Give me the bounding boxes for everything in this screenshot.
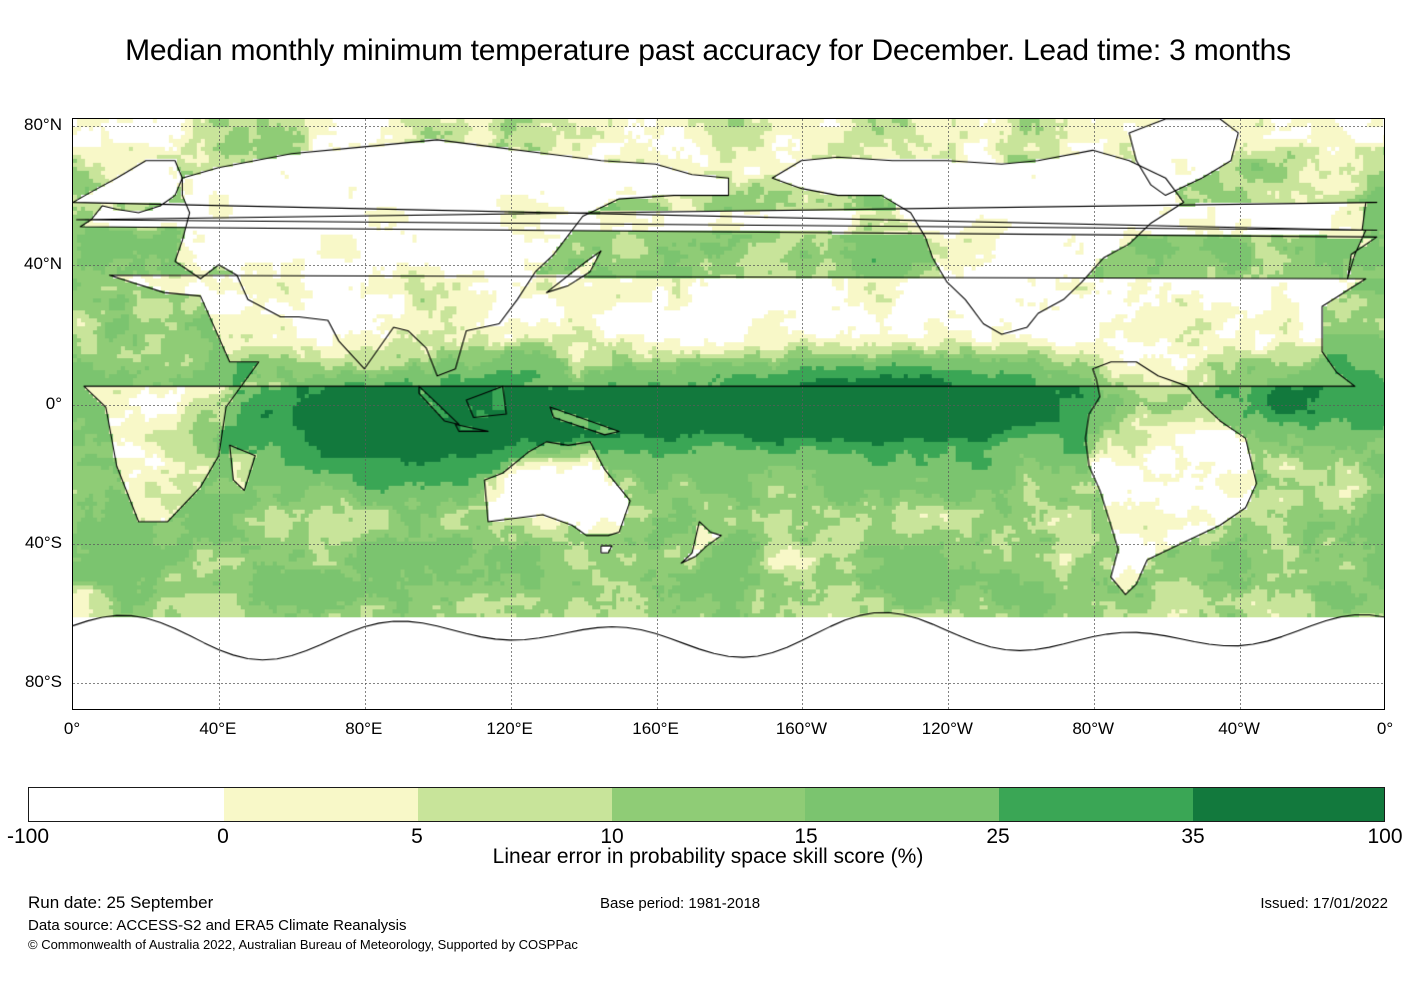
colorbar-tick-10: 10 bbox=[600, 825, 624, 848]
colorbar-segment-6 bbox=[1192, 788, 1384, 821]
longitude-tick-80: 80°E bbox=[345, 719, 383, 738]
colorbar-tick-15: 15 bbox=[794, 825, 818, 848]
colorbar-axis-label: Linear error in probability space skill … bbox=[492, 845, 924, 868]
colorbar-tick-5: 5 bbox=[411, 825, 423, 848]
colorbar-segment-2 bbox=[417, 788, 612, 821]
longitude-tick-240: 120°W bbox=[921, 719, 973, 738]
data-source-text: Data source: ACCESS-S2 and ERA5 Climate … bbox=[28, 917, 407, 934]
issued-date-text: Issued: 17/01/2022 bbox=[1260, 895, 1388, 912]
latitude-tick--80: 80°S bbox=[24, 672, 62, 692]
latitude-tick-40: 40°N bbox=[24, 254, 62, 274]
figure-footer: Run date: 25 September Base period: 1981… bbox=[0, 893, 1416, 963]
longitude-tick-360: 0° bbox=[1376, 719, 1394, 738]
run-date-text: Run date: 25 September bbox=[28, 893, 214, 912]
colorbar-gradient bbox=[28, 787, 1385, 822]
page-title: Median monthly minimum temperature past … bbox=[125, 34, 1291, 67]
colorbar-segment-4 bbox=[805, 788, 1000, 821]
longitude-tick-120: 120°E bbox=[486, 719, 533, 738]
copyright-text: © Commonwealth of Australia 2022, Austra… bbox=[28, 937, 578, 952]
colorbar-tick-100: 100 bbox=[1367, 825, 1403, 848]
longitude-tick-160: 160°E bbox=[632, 719, 679, 738]
map-plot-area bbox=[72, 118, 1385, 710]
latitude-tick-80: 80°N bbox=[24, 114, 62, 134]
longitude-tick-200: 160°W bbox=[775, 719, 828, 738]
colorbar-tick--100: -100 bbox=[6, 825, 50, 848]
longitude-tick-0: 0° bbox=[63, 719, 81, 738]
colorbar-segment-3 bbox=[611, 788, 806, 821]
longitude-tick-280: 80°W bbox=[1072, 719, 1115, 738]
colorbar-tick-35: 35 bbox=[1181, 825, 1205, 848]
latitude-tick--40: 40°S bbox=[24, 532, 62, 552]
colorbar-segment-5 bbox=[999, 788, 1193, 821]
skill-score-heatmap bbox=[73, 119, 1384, 709]
longitude-tick-320: 40°W bbox=[1218, 719, 1260, 738]
longitude-tick-40: 40°E bbox=[199, 719, 237, 738]
base-period-text: Base period: 1981-2018 bbox=[600, 895, 761, 912]
colorbar-segment-1 bbox=[224, 788, 418, 821]
colorbar bbox=[28, 787, 1385, 822]
colorbar-tick-0: 0 bbox=[217, 825, 229, 848]
latitude-tick-0: 0° bbox=[45, 393, 62, 413]
colorbar-segment-0 bbox=[29, 788, 225, 821]
colorbar-tick-25: 25 bbox=[986, 825, 1010, 848]
